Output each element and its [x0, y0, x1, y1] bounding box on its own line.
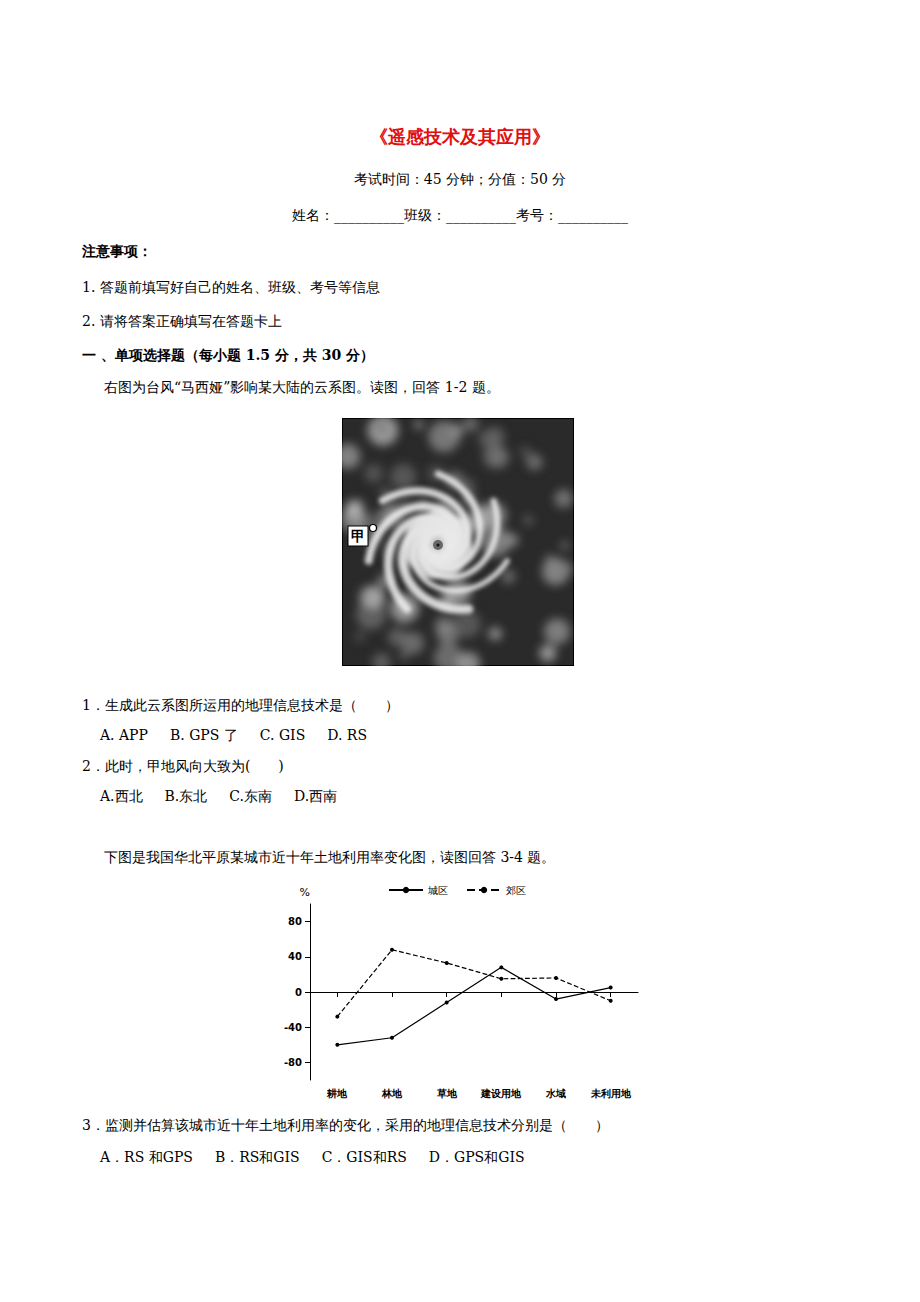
svg-text:林地: 林地 — [381, 1088, 403, 1099]
svg-text:未利用地: 未利用地 — [590, 1088, 632, 1099]
html-text:A. APP: A. APP — [100, 727, 148, 743]
html-text:1．生成此云系图所运用的地理信息技术是（ ）: 1．生成此云系图所运用的地理信息技术是（ ） — [82, 697, 399, 713]
svg-text:0: 0 — [295, 987, 302, 998]
html-text:D. RS: D. RS — [327, 727, 367, 743]
html-text:下图是我国华北平原某城市近十年土地利用率变化图，读图回答 3: 下图是我国华北平原某城市近十年土地利用率变化图，读图回答 3-4 题。 — [104, 849, 556, 865]
svg-text:80: 80 — [288, 916, 302, 927]
svg-text:甲: 甲 — [351, 528, 365, 544]
svg-text:城区: 城区 — [427, 885, 448, 896]
html-text:姓名：__________班级：__________考号：_: 姓名：__________班级：__________考号：__________ — [292, 207, 628, 223]
html-text:B. GPS 了: B. GPS 了 — [170, 727, 238, 743]
html-text:C．GIS和RS: C．GIS和RS — [321, 1149, 407, 1165]
html-text:C. GIS: C. GIS — [259, 727, 306, 743]
svg-text:-40: -40 — [284, 1022, 302, 1033]
svg-text:草地: 草地 — [436, 1088, 458, 1099]
svg-text:耕地: 耕地 — [326, 1088, 348, 1099]
html-text:A．RS 和GPS: A．RS 和GPS — [100, 1149, 193, 1165]
html-text:注意事项：: 注意事项： — [82, 243, 152, 259]
html-text:B．RS和GIS: B．RS和GIS — [214, 1149, 300, 1165]
html-text:B.东北: B.东北 — [164, 788, 208, 804]
svg-text:-80: -80 — [284, 1057, 302, 1068]
svg-text:40: 40 — [288, 951, 302, 962]
svg-text:郊区: 郊区 — [506, 885, 526, 896]
html-text:《遥感技术及其应用》: 《遥感技术及其应用》 — [370, 126, 550, 147]
html-text:3．监测并估算该城市近十年土地利用率的变化，采用的地理信息技: 3．监测并估算该城市近十年土地利用率的变化，采用的地理信息技术分别是（ ） — [82, 1117, 609, 1133]
svg-text:%: % — [300, 886, 310, 899]
html-text:2. 请将答案正确填写在答题卡上: 2. 请将答案正确填写在答题卡上 — [82, 313, 282, 329]
html-text:右图为台风“马西娅”影响某大陆的云系图。读图，回答 1-2: 右图为台风“马西娅”影响某大陆的云系图。读图，回答 1-2 题。 — [104, 379, 500, 395]
html-text:A.西北: A.西北 — [100, 788, 143, 804]
html-text:1. 答题前填写好自己的姓名、班级、考号等信息: 1. 答题前填写好自己的姓名、班级、考号等信息 — [82, 279, 380, 295]
html-text:2．此时，甲地风向大致为( ): 2．此时，甲地风向大致为( ) — [82, 758, 284, 774]
html-text:考试时间：45 分钟；分值：50 分: 考试时间：45 分钟；分值：50 分 — [353, 171, 567, 187]
html-text:一 、单项选择题（每小题 1.5 分，共 30 分）: 一 、单项选择题（每小题 1.5 分，共 30 分） — [82, 347, 375, 363]
html-text:D.西南: D.西南 — [294, 788, 338, 804]
svg-text:水域: 水域 — [545, 1088, 566, 1099]
svg-text:建设用地: 建设用地 — [480, 1088, 522, 1099]
html-text:D．GPS和GIS: D．GPS和GIS — [428, 1149, 525, 1165]
html-text:C.东南: C.东南 — [229, 788, 272, 804]
